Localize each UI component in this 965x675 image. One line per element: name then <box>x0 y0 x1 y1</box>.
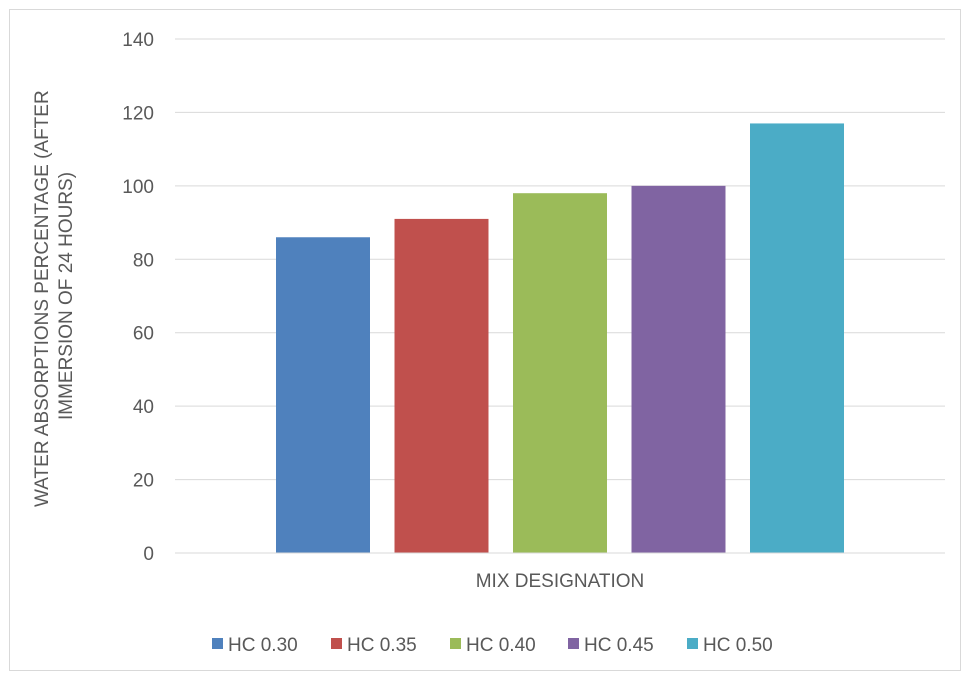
bar-hc-0-40 <box>513 193 607 553</box>
legend-swatch <box>331 638 342 649</box>
y-axis-label-line-2: IMMERSION OF 24 HOURS) <box>56 172 77 420</box>
legend-item: HC 0.35 <box>331 635 417 656</box>
y-axis-label-line-1: WATER ABSORPTIONS PERCENTAGE (AFTER <box>32 90 53 507</box>
legend: HC 0.30 HC 0.35 HC 0.40 HC 0.45 HC 0.50 <box>212 635 773 656</box>
y-axis-ticks: 0 20 40 60 80 100 120 140 <box>122 30 154 565</box>
legend-item: HC 0.30 <box>212 635 298 656</box>
legend-label: HC 0.50 <box>703 635 773 656</box>
legend-item: HC 0.40 <box>450 635 536 656</box>
y-tick-label: 0 <box>143 544 154 565</box>
bar-hc-0-50 <box>750 123 844 553</box>
legend-label: HC 0.35 <box>347 635 417 656</box>
legend-label: HC 0.40 <box>466 635 536 656</box>
bar-hc-0-45 <box>631 185 726 553</box>
legend-swatch <box>212 638 223 649</box>
legend-item: HC 0.45 <box>568 635 654 656</box>
y-tick-label: 60 <box>133 324 154 345</box>
y-axis-label: WATER ABSORPTIONS PERCENTAGE (AFTER IMME… <box>32 85 77 507</box>
y-tick-label: 100 <box>122 177 154 198</box>
legend-item: HC 0.50 <box>687 635 773 656</box>
y-tick-label: 40 <box>133 397 154 418</box>
bar-hc-0-35 <box>394 218 489 553</box>
x-axis-label: MIX DESIGNATION <box>476 571 645 592</box>
y-tick-label: 120 <box>122 103 154 124</box>
legend-label: HC 0.30 <box>228 635 298 656</box>
legend-swatch <box>568 638 579 649</box>
legend-swatch <box>450 638 461 649</box>
bars <box>276 123 844 553</box>
y-tick-label: 140 <box>122 30 154 51</box>
legend-label: HC 0.45 <box>584 635 654 656</box>
y-tick-label: 20 <box>133 471 154 492</box>
bar-hc-0-30 <box>276 237 370 553</box>
legend-swatch <box>687 638 698 649</box>
y-tick-label: 80 <box>133 250 154 271</box>
